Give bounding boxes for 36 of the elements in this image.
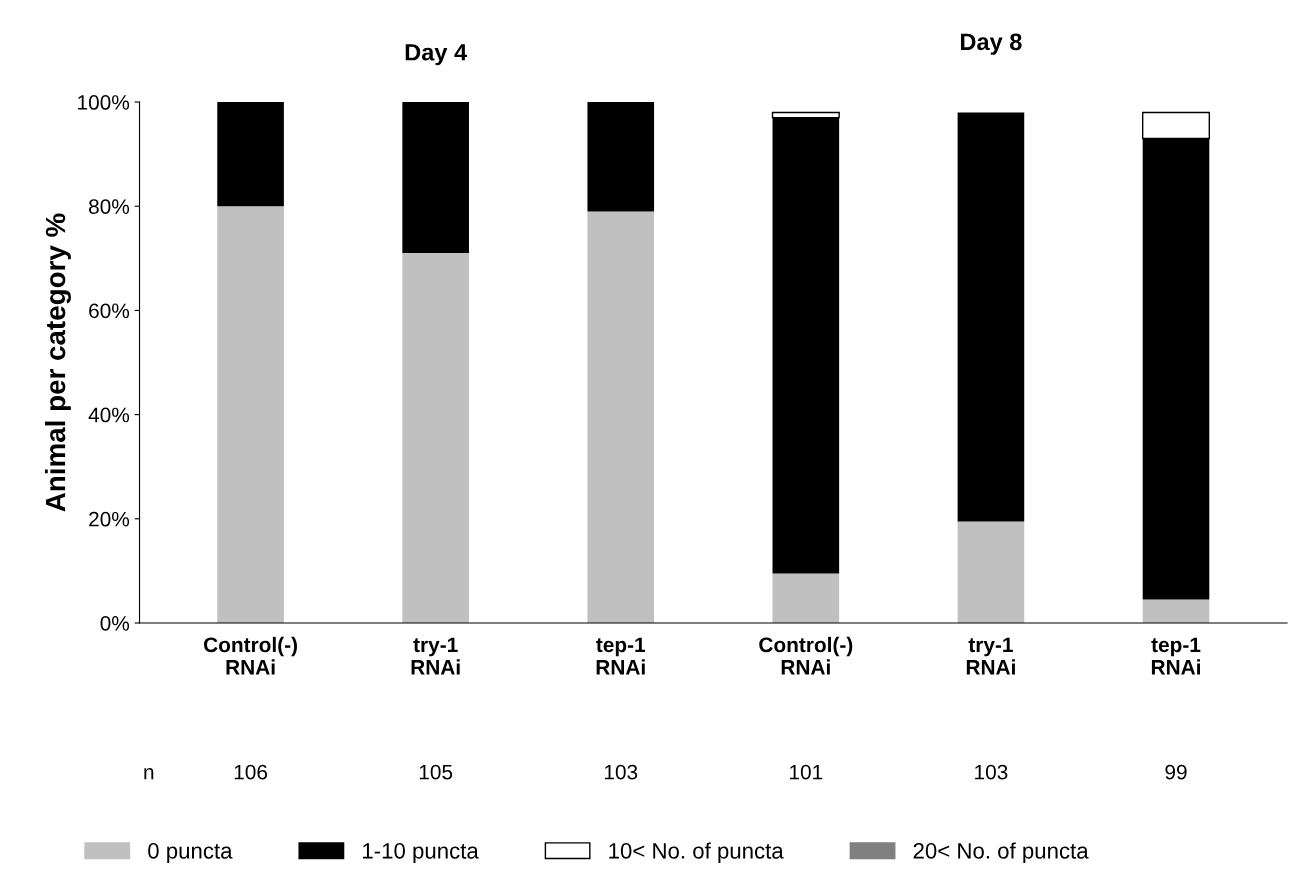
text: 99 xyxy=(1165,764,1187,780)
text: Day 4 xyxy=(405,44,468,66)
x-tick-label: tep-1 RNAi xyxy=(1151,637,1201,675)
legend-label: 0 puncta xyxy=(148,842,233,864)
bar xyxy=(587,211,655,623)
x-tick-label: tep-1 RNAi xyxy=(596,637,646,675)
y-axis-title: Animal per category % xyxy=(44,213,71,512)
y-tick-label: 0% xyxy=(100,615,130,631)
text: 101 xyxy=(790,764,823,780)
legend-label: 1-10 puncta xyxy=(363,842,479,864)
x-tick-label: Control(-) RNAi xyxy=(204,636,297,675)
text: n xyxy=(144,768,154,780)
bar xyxy=(1142,599,1210,623)
bar xyxy=(402,102,469,254)
text: 103 xyxy=(975,764,1008,780)
y-tick-label: 20% xyxy=(89,511,130,527)
legend-label: 10< No. of puncta xyxy=(609,842,784,864)
y-tick-label: 100% xyxy=(78,95,130,110)
bar xyxy=(772,573,840,623)
bar xyxy=(402,253,469,623)
y-tick-label: 40% xyxy=(88,407,130,423)
bar xyxy=(217,206,284,623)
text: 106 xyxy=(234,764,268,780)
x-tick-label: try-1 RNAi xyxy=(411,637,460,675)
x-tick-label: try-1 RNAi xyxy=(966,637,1015,675)
y-tick-label: 80% xyxy=(89,199,130,214)
x-tick-label: Control(-) RNAi xyxy=(759,636,853,675)
bar xyxy=(217,102,284,207)
text: 103 xyxy=(604,764,638,780)
text: Day 8 xyxy=(960,33,1022,55)
bar xyxy=(957,112,1025,522)
legend-label: 20< No. of puncta xyxy=(913,842,1089,864)
text: 105 xyxy=(419,764,453,780)
y-tick-label: 60% xyxy=(89,303,130,319)
bar xyxy=(587,102,655,212)
bar xyxy=(957,521,1025,623)
